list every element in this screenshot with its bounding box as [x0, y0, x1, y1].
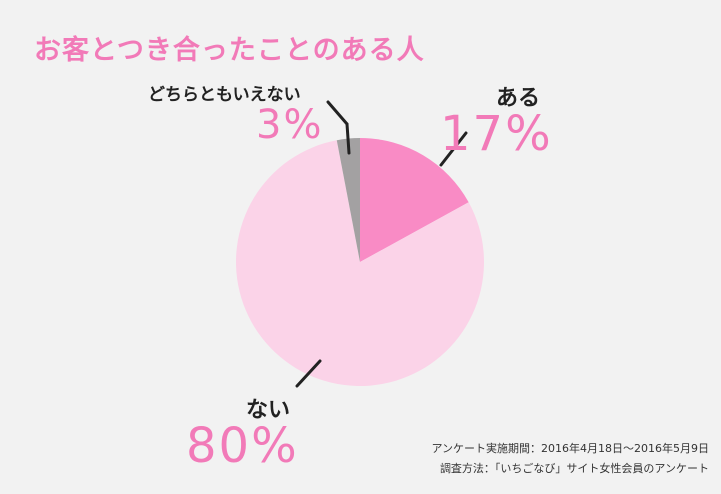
survey-period-note: アンケート実施期間：2016年4月18日～2016年5月9日 [431, 442, 709, 455]
leader-line-aru [439, 131, 468, 167]
slice-label-nai: ない [246, 398, 291, 423]
chart-title: お客とつき合ったことのある人 [34, 35, 425, 66]
leader-lines [295, 100, 468, 388]
slice-label-aru: ある [496, 86, 541, 111]
leader-line-dochira-a [345, 122, 351, 155]
pie-slice-aru [360, 138, 469, 262]
pie-slice-nai [235, 140, 484, 386]
slice-label-dochira: どちらともいえない [148, 85, 301, 105]
slice-value-dochira: 3% [256, 102, 324, 148]
pie-slices [235, 138, 484, 386]
leader-line-dochira-b [326, 100, 349, 126]
leader-line-nai [295, 359, 322, 388]
pie-slice-dochira [336, 138, 360, 262]
slice-value-aru: 17% [440, 106, 553, 162]
survey-method-note: 調査方法：「いちごなび」サイト女性会員のアンケート [439, 462, 709, 475]
slice-value-nai: 80% [186, 418, 299, 474]
